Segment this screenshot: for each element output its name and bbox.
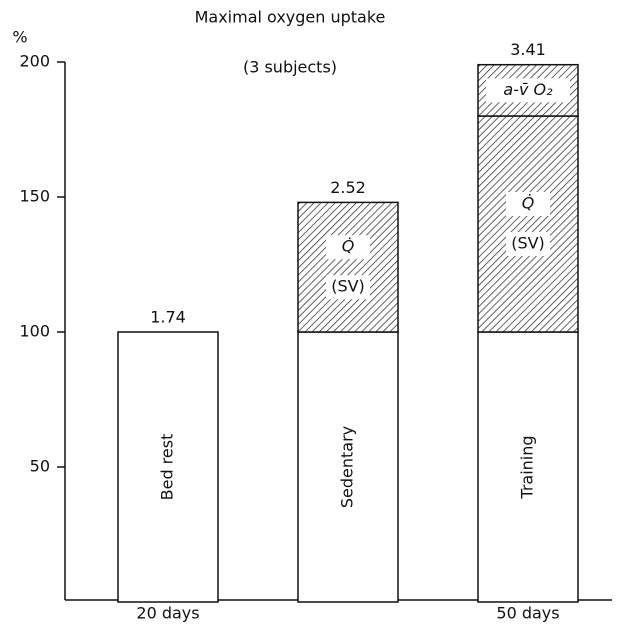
- x-tick-label: 20 days: [136, 604, 199, 623]
- total-label: 2.52: [330, 178, 366, 197]
- segment-label-bg: [326, 275, 370, 300]
- bar-segment: [477, 115, 579, 333]
- bar-segment: [117, 331, 219, 603]
- bar-segment: [297, 331, 399, 603]
- y-tick-label: 100: [19, 322, 50, 341]
- bar-name: Training: [518, 435, 537, 499]
- bar-segment: [297, 201, 399, 333]
- y-tick-label: 50: [30, 457, 50, 476]
- segment-label-bg: [486, 78, 570, 103]
- x-tick-label: 50 days: [496, 604, 559, 623]
- total-label: 1.74: [150, 308, 186, 327]
- bar-name: Bed rest: [158, 434, 177, 501]
- segment-label: (SV): [511, 234, 545, 253]
- segment-label: Q̇: [342, 237, 355, 256]
- segment-label: Q̇: [522, 194, 535, 213]
- segment-label-bg: [326, 235, 370, 260]
- segment-label: a-v̄ O₂: [503, 80, 553, 99]
- chart-subtitle: (3 subjects): [243, 58, 337, 77]
- total-label: 3.41: [510, 40, 546, 59]
- segment-label-bg: [506, 232, 550, 256]
- y-tick-label: 200: [19, 52, 50, 71]
- y-axis-label: %: [12, 28, 27, 47]
- chart-title: Maximal oxygen uptake: [195, 8, 386, 27]
- segment-label: (SV): [331, 277, 365, 296]
- bar-name: Sedentary: [338, 426, 357, 508]
- segment-label-bg: [506, 192, 550, 216]
- y-tick-label: 150: [19, 187, 50, 206]
